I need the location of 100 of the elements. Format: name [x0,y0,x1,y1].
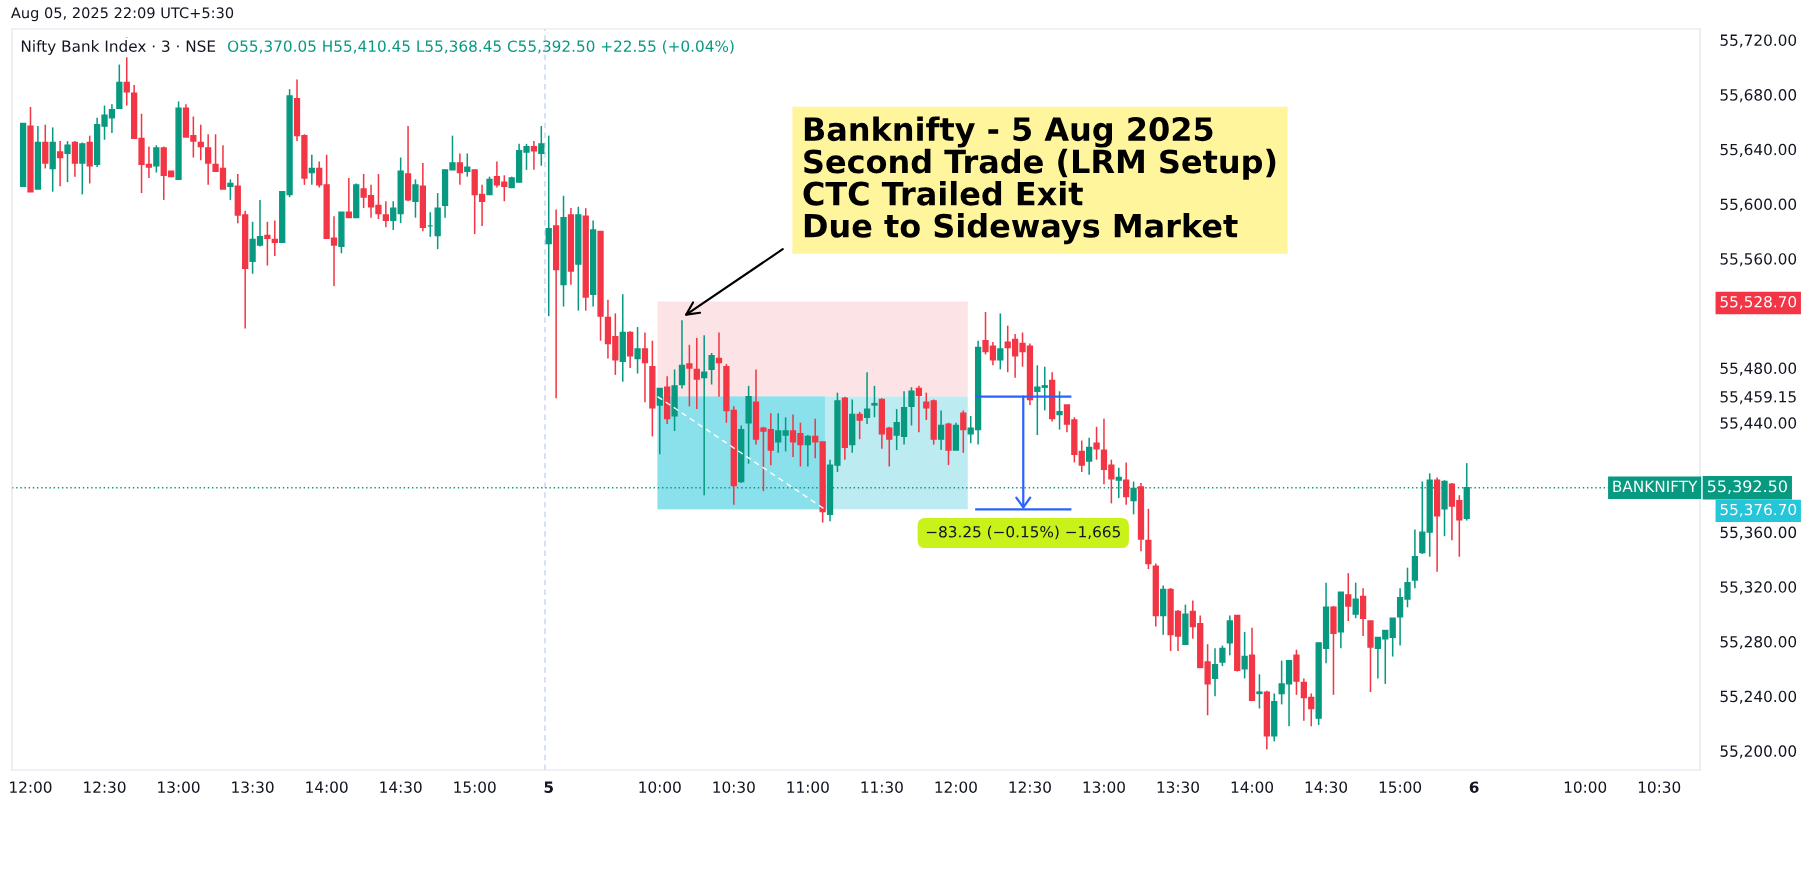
candlestick [79,141,86,196]
y-tick-label: 55,528.70 [1720,295,1797,310]
candlestick [1093,426,1100,461]
x-tick-label: 13:30 [232,781,274,793]
x-tick-label: 12:30 [1009,781,1051,793]
y-tick-label: 55,640.00 [1720,143,1797,157]
y-tick-label: 55,600.00 [1720,198,1797,212]
candlestick [678,319,686,390]
candlestick [227,178,234,201]
x-tick-label: 14:30 [1305,781,1348,793]
x-tick-label: 13:00 [1083,781,1125,793]
candlestick [538,125,545,167]
y-tick-label: 55,440.00 [1720,417,1797,431]
candlestick [264,221,271,267]
candlestick [634,326,641,375]
candlestick [1411,528,1419,589]
x-tick-label: 15:00 [1379,781,1422,793]
candlestick [960,409,967,454]
candlestick [382,200,389,229]
candlestick [197,123,204,162]
candlestick [656,387,663,455]
candlestick [1389,617,1396,658]
candlestick [856,411,863,440]
candlestick [1086,437,1093,476]
candlestick [271,219,278,257]
candlestick [937,409,945,451]
candlestick [545,134,552,317]
candlestick [1078,439,1085,473]
candlestick [693,337,700,410]
candlestick [308,154,315,186]
candlestick [1226,614,1233,656]
x-tick-label: 10:30 [713,781,755,793]
y-tick-label: 55,480.00 [1720,362,1797,376]
candlestick [64,140,71,183]
candlestick [701,334,708,496]
y-tick-label: 55,376.70 [1720,503,1797,517]
x-tick-label: 10:00 [1564,781,1607,793]
annotation: Banknifty - 5 Aug 2025 Second Trade (LRM Setup) CTC Trailed Exit Due to Sideways Market [803,116,1276,245]
candlestick [686,344,693,408]
candlestick [456,152,464,186]
x-tick-label: 12:00 [10,781,52,793]
candlestick [56,140,64,187]
x-tick-label: 12:30 [84,781,126,793]
x-tick-label: 5 [544,781,553,793]
y-tick-label: 55,680.00 [1720,89,1797,103]
y-tick-label: 55,360.00 [1720,526,1797,540]
candlestick [908,386,915,427]
candlestick [863,371,871,425]
candlestick [86,134,93,185]
candlestick [1145,508,1152,570]
candlestick [42,123,49,170]
x-tick-label: 11:30 [861,781,903,793]
candlestick [804,434,811,468]
text: Aug 05, 2025 22:09 UTC+5:30 [11,7,234,22]
y-tick-label: 55,459.15 [1720,391,1796,405]
y-tick-label: 55,320.00 [1720,581,1797,595]
ref-line-label: 55,392.50 [1707,480,1787,494]
x-tick-label: 15:00 [454,781,496,793]
x-tick-label: 14:00 [1231,781,1274,793]
candlestick [1352,581,1359,620]
candlestick [1219,644,1226,667]
x-tick-label: 10:30 [1638,781,1681,793]
x-tick-label: 6 [1469,781,1479,793]
x-tick-label: 10:00 [639,781,681,793]
x-tick-label: 13:00 [158,781,200,793]
y-tick-label: 55,560.00 [1720,253,1797,267]
candlestick [530,140,538,171]
x-tick-label: 14:30 [380,781,422,793]
x-tick-label: 13:30 [1157,781,1199,793]
candlestick [1359,587,1367,637]
text: O55,370.05 H55,410.45 L55,368.45 C55,392.50 +22.55 (+0.04%) [227,40,734,54]
candlestick [153,144,160,174]
x-tick-label: 14:00 [306,781,348,793]
candlestick [997,312,1004,371]
candlestick [71,140,79,178]
candlestick [812,417,819,460]
y-tick-label: 55,200.00 [1720,745,1797,759]
y-tick-label: 55,240.00 [1720,690,1797,704]
annotation: −83.25 (−0.15%) −1,665 [926,525,1120,540]
candlestick [1123,461,1130,506]
candlestick [412,178,419,219]
x-tick-label: 11:00 [787,781,829,793]
candlestick [1041,365,1048,412]
candlestick [205,133,212,186]
candlestick [715,331,723,398]
candlestick [1034,364,1041,436]
y-tick-label: 55,280.00 [1720,635,1797,650]
candlestick [1345,572,1352,622]
candlestick [708,352,715,386]
candlestick [1256,673,1263,710]
text: Nifty Bank Index · 3 · NSE [21,40,216,55]
candlestick [641,331,649,404]
x-tick-label: 12:00 [935,781,977,793]
y-tick-label: 55,720.00 [1720,34,1797,48]
candlestick [1056,390,1063,431]
candlestick [871,385,878,419]
candlestick [915,385,923,434]
candlestick [1211,647,1219,697]
candlestick [464,152,471,178]
annotation: BANKNIFTY [1613,480,1698,492]
